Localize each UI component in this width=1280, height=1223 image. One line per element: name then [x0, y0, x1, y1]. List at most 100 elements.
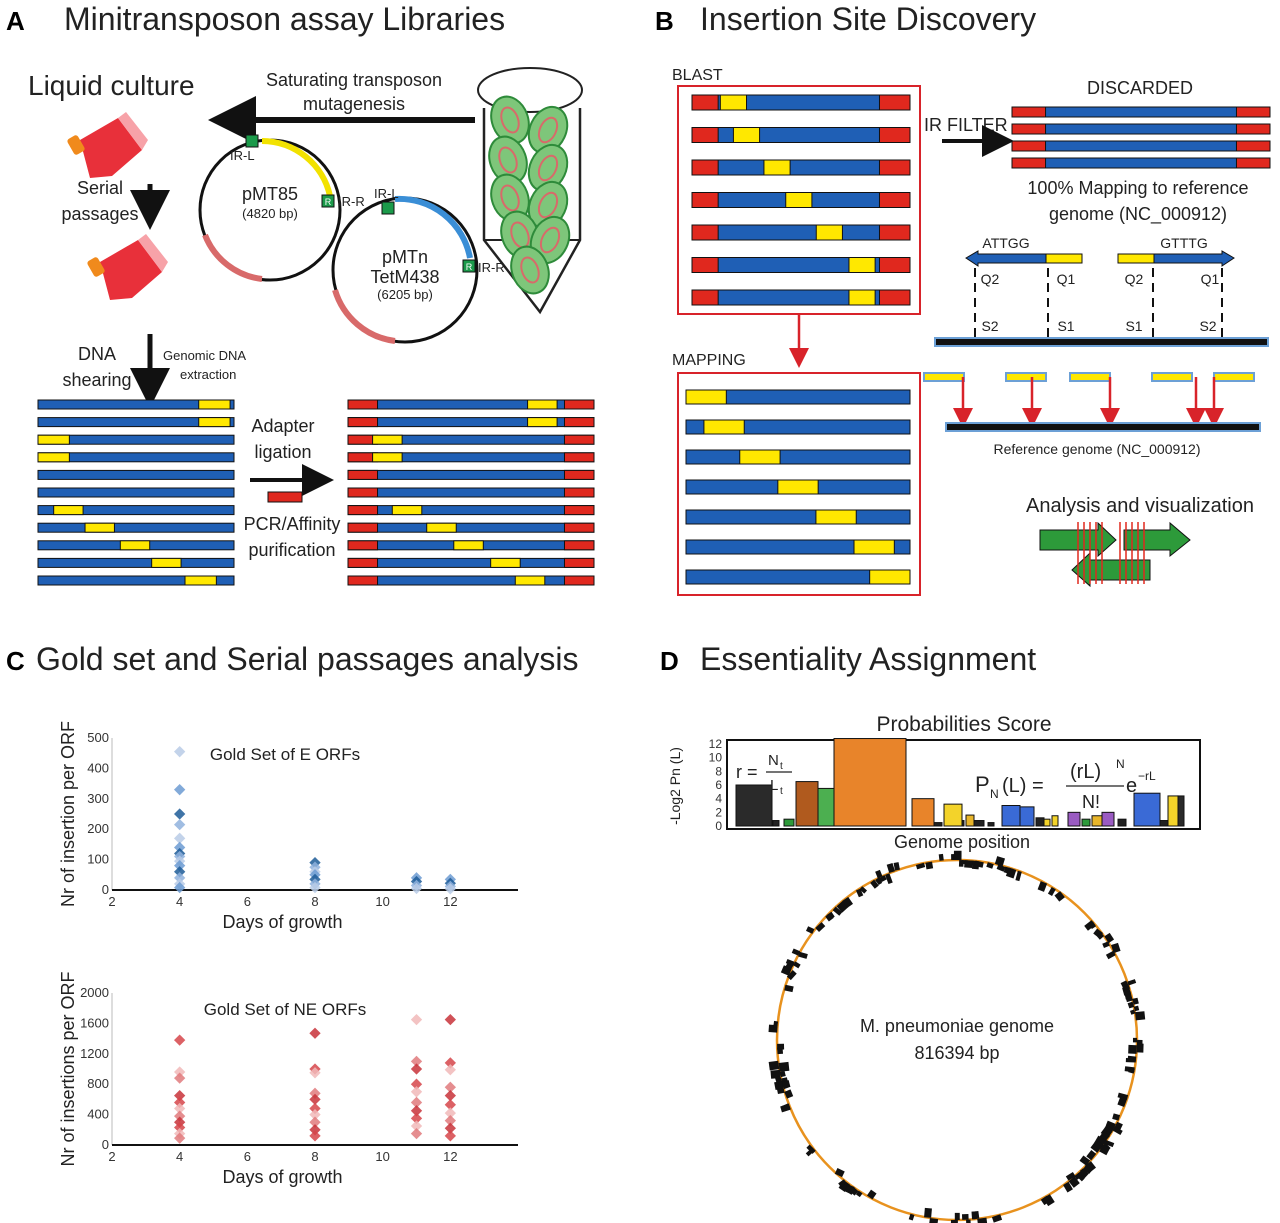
gene-mark — [781, 1103, 791, 1112]
formula-pn-arg: (L) = — [1002, 775, 1044, 797]
gene-mark — [780, 965, 792, 976]
gene-mark — [1037, 881, 1048, 892]
read — [685, 419, 911, 435]
y-tick-label: 400 — [87, 760, 109, 775]
prob-bar — [1101, 811, 1115, 827]
data-point — [174, 808, 186, 820]
data-point — [309, 1124, 321, 1136]
data-point — [410, 1112, 423, 1125]
data-point — [309, 1108, 321, 1121]
gene-mark — [781, 1080, 791, 1090]
gene-mark — [1040, 1195, 1051, 1206]
y-tick-label: 200 — [87, 821, 109, 836]
prob-bar — [1159, 820, 1169, 827]
pmt85-size: (4820 bp) — [242, 206, 298, 221]
gene-mark — [991, 1214, 1003, 1223]
data-point — [309, 881, 321, 894]
gene-mark — [996, 864, 1006, 872]
pmt85-name: pMT85 — [242, 184, 298, 204]
read — [37, 452, 235, 463]
gene-mark — [1065, 1172, 1076, 1181]
pmtn-name-2: TetM438 — [370, 267, 439, 287]
ir-l-label: IR-L — [374, 186, 399, 201]
prob-bars — [735, 738, 1185, 827]
dna-label-1: DNA — [78, 344, 116, 364]
data-point — [444, 1099, 456, 1111]
formula-r: r = N t L t — [736, 752, 792, 797]
panel-a: A Minitransposon assay Libraries Liquid … — [6, 1, 595, 586]
s2-label: S2 — [981, 318, 998, 334]
prob-bar — [987, 822, 995, 827]
panel-c-letter: C — [6, 646, 25, 676]
gene-mark — [834, 1168, 845, 1178]
reference-mapping: Reference genome (NC_000912) — [923, 372, 1261, 457]
mapping-100-label-1: 100% Mapping to reference — [1027, 178, 1248, 198]
x-tick-label: 8 — [311, 894, 318, 909]
prob-title: Probabilities Score — [876, 713, 1051, 736]
prob-bar — [933, 822, 943, 827]
panel-d-title: Essentiality Assignment — [700, 641, 1036, 677]
gene-mark — [844, 1184, 855, 1195]
panel-b-title: Insertion Site Discovery — [700, 1, 1036, 37]
prob-bar — [1177, 795, 1185, 827]
chart-title: Gold Set of NE ORFs — [204, 1000, 367, 1019]
q2-label: Q2 — [981, 271, 1000, 287]
sheared-reads — [37, 399, 235, 586]
gene-mark — [793, 961, 801, 969]
q1-label: Q1 — [1201, 271, 1220, 287]
culture-flask-icon — [67, 112, 148, 178]
data-point — [444, 1122, 456, 1134]
read — [347, 575, 595, 586]
read — [37, 575, 235, 586]
r-mark: R — [466, 262, 473, 272]
read — [37, 469, 235, 480]
gene-mark — [1120, 980, 1131, 992]
prob-bar — [965, 814, 975, 827]
ir-r-label: IR-R — [478, 260, 505, 275]
y-axis-label: Nr of insertions per ORF — [58, 971, 78, 1166]
gene-mark — [775, 1076, 783, 1084]
gene-mark — [1097, 932, 1105, 940]
panel-a-letter: A — [6, 6, 25, 36]
prob-ylabel: -Log2 Pn (L) — [667, 747, 683, 825]
read — [691, 192, 911, 208]
q2-label: Q2 — [1125, 271, 1144, 287]
orientation-diagram: ATTGG GTTTG Q2 Q1 Q2 Q1 S2 S1 S1 S2 — [934, 235, 1269, 347]
gene-mark — [779, 1070, 786, 1078]
data-point — [410, 1013, 423, 1026]
gene-mark — [1130, 1009, 1136, 1015]
data-point — [174, 1089, 186, 1102]
read — [37, 540, 235, 551]
gene-mark — [791, 948, 801, 956]
read — [37, 399, 235, 410]
gene-mark — [1093, 928, 1104, 939]
prob-bar — [1133, 792, 1161, 827]
x-tick-label: 4 — [176, 1149, 183, 1164]
read — [685, 479, 911, 495]
gene-mark — [886, 862, 896, 873]
gene-mark — [838, 1180, 851, 1193]
gene-mark — [870, 879, 879, 889]
gene-mark — [1086, 1150, 1097, 1161]
x-tick-label: 2 — [108, 1149, 115, 1164]
read — [685, 389, 911, 405]
discarded-reads — [1011, 106, 1271, 169]
gene-mark — [986, 862, 994, 869]
gene-mark — [1112, 1126, 1123, 1136]
data-point — [410, 1078, 423, 1090]
gene-mark — [964, 860, 973, 869]
data-point — [309, 1130, 321, 1142]
data-point — [174, 872, 186, 884]
data-point — [174, 1121, 186, 1134]
panel-d: D Essentiality Assignment Probabilities … — [660, 641, 1201, 1223]
x-tick-label: 10 — [375, 1149, 389, 1164]
data-point — [174, 1132, 186, 1144]
plasmid-pmtn: R IR-L IR-R pMTn TetM438 (6205 bp) — [331, 186, 505, 344]
data-point — [174, 841, 186, 854]
data-point — [410, 882, 423, 895]
data-point — [174, 866, 186, 878]
gene-mark — [1005, 867, 1017, 879]
data-point — [410, 1063, 423, 1075]
read — [347, 469, 595, 480]
